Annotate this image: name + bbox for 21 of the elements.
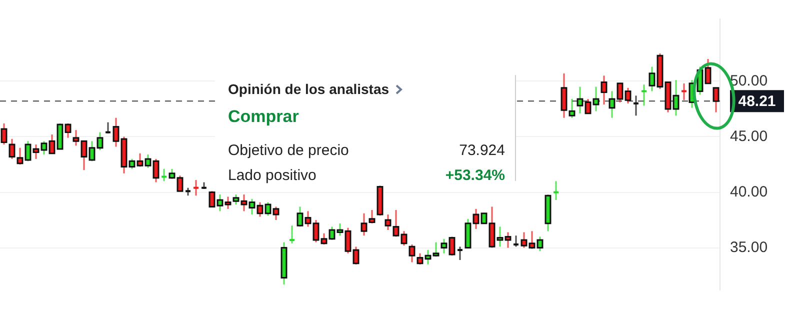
annotation: Opinión de los analistas xyxy=(228,81,390,97)
candlestick xyxy=(192,179,200,196)
y-tick-label: 35.00 xyxy=(730,238,768,256)
candlestick xyxy=(640,84,648,106)
annotation: Objetivo de precio xyxy=(228,142,349,159)
candlestick xyxy=(456,246,464,261)
candlestick xyxy=(552,180,560,201)
candlestick xyxy=(104,122,112,134)
annotation: Comprar xyxy=(228,107,299,126)
annotation: Lado positivo xyxy=(228,167,316,184)
y-tick-label: 50.00 xyxy=(730,72,768,90)
annotation: +53.34% xyxy=(445,167,505,184)
candlestick xyxy=(160,168,168,182)
annotation: 73.924 xyxy=(459,142,505,159)
candlestick xyxy=(288,224,296,244)
y-tick-label: 40.00 xyxy=(730,183,768,200)
candlestick xyxy=(512,234,520,248)
y-tick-label: 45.00 xyxy=(730,128,768,145)
ref-line-label: 48.21 xyxy=(738,93,776,110)
candlestick xyxy=(680,82,688,101)
candlestick xyxy=(632,94,640,116)
